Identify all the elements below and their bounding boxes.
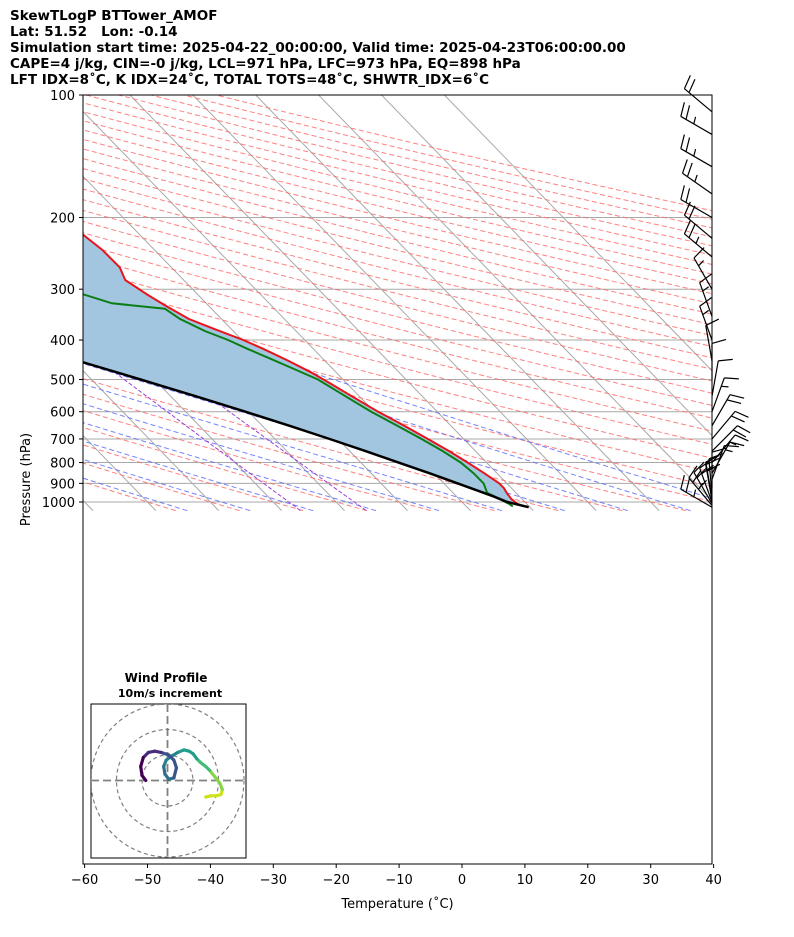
isotherm-line (83, 240, 345, 511)
x-tick-label: 0 (458, 873, 466, 888)
isotherm-line (83, 175, 408, 511)
wind-barb (693, 461, 713, 505)
wind-barb (705, 318, 720, 361)
y-tick-label: 800 (50, 457, 75, 472)
dry-adiabat (83, 462, 240, 512)
wind-barb (681, 159, 713, 195)
wind-barb (711, 377, 739, 412)
wind-barb (683, 220, 713, 258)
instability-line: CAPE=4 j/kg, CIN=-0 j/kg, LCL=971 hPa, L… (10, 56, 521, 72)
hodograph-segment (172, 766, 179, 780)
hodograph-title: Wind Profile (125, 671, 208, 685)
hodograph-segment (140, 773, 148, 783)
dry-adiabat (118, 95, 712, 238)
chart-title: SkewTLogP BTTower_AMOF (10, 8, 218, 24)
time-line: Simulation start time: 2025-04-22_00:00:… (10, 40, 626, 56)
dry-adiabat (83, 306, 712, 473)
wind-barb (711, 358, 733, 397)
dry-adiabat (83, 243, 712, 406)
isotherm-line (381, 95, 712, 437)
x-tick-label: 20 (580, 873, 597, 888)
dry-adiabat (83, 188, 712, 348)
moist-adiabat (83, 300, 712, 499)
x-tick-label: 30 (642, 873, 659, 888)
x-tick-label: −10 (385, 873, 412, 888)
x-tick-label: 40 (705, 873, 722, 888)
wind-barb (680, 185, 713, 219)
dry-adiabat (83, 168, 712, 326)
isotherm-line (255, 95, 660, 511)
moist-adiabat (83, 403, 440, 512)
dry-adiabat (83, 111, 712, 265)
hodograph-subtitle: 10m/s increment (118, 687, 222, 700)
y-tick-label: 600 (50, 406, 75, 421)
y-tick-label: 900 (50, 477, 75, 492)
cape-shading (83, 234, 520, 505)
wind-barb (711, 338, 727, 380)
location-line: Lat: 51.52 Lon: -0.14 (10, 24, 178, 40)
isotherm-line (83, 499, 94, 511)
y-tick-label: 300 (50, 283, 75, 298)
x-axis-label: Temperature (˚C) (340, 896, 453, 912)
y-tick-label: 400 (50, 334, 75, 349)
y-axis-label: Pressure (hPa) (19, 433, 34, 526)
hodograph-ring (91, 704, 245, 858)
isotherm-line (129, 95, 534, 511)
moist-adiabat (83, 383, 502, 512)
moist-adiabat (83, 477, 188, 512)
dry-adiabat (83, 209, 712, 370)
index-line: LFT IDX=8˚C, K IDX=24˚C, TOTAL TOTS=48˚C… (10, 72, 490, 88)
moist-adiabat (83, 320, 691, 512)
temperature-profile (83, 233, 525, 508)
x-tick-label: −60 (71, 873, 98, 888)
hodograph-plot (91, 704, 246, 858)
wind-barb (708, 453, 723, 495)
wind-barb (711, 434, 749, 463)
dry-adiabat (83, 138, 712, 295)
dewpoint-profile (83, 293, 514, 508)
wind-barb (680, 474, 713, 508)
x-tick-label: 10 (517, 873, 534, 888)
wind-barb (680, 102, 713, 135)
wind-barb (711, 425, 751, 452)
wind-barb (711, 410, 749, 440)
dry-adiabat (83, 267, 712, 432)
y-tick-label: 100 (50, 89, 75, 104)
wind-barb (699, 297, 713, 341)
x-tick-label: −30 (260, 873, 287, 888)
x-tick-label: −40 (197, 873, 224, 888)
dry-adiabat (83, 378, 559, 512)
isotherm-line (444, 95, 712, 372)
wind-barb (711, 394, 745, 427)
x-tick-label: −20 (322, 873, 349, 888)
y-tick-label: 500 (50, 373, 75, 388)
moist-adiabat (83, 458, 251, 512)
isotherm-line (83, 370, 220, 511)
dry-adiabat (83, 158, 712, 315)
dry-adiabat (83, 120, 712, 275)
mixing-ratio-line (83, 303, 367, 512)
dry-adiabat (83, 393, 495, 512)
wind-barb (680, 134, 713, 168)
isotherm-line (318, 95, 712, 502)
y-tick-label: 700 (50, 433, 75, 448)
x-tick-label: −50 (134, 873, 161, 888)
y-tick-label: 200 (50, 212, 75, 227)
dry-adiabat (83, 232, 712, 394)
wind-barb (683, 75, 713, 113)
dry-adiabat (83, 319, 712, 488)
chart-header: SkewTLogP BTTower_AMOF Lat: 51.52 Lon: -… (10, 8, 626, 88)
isotherm-line (83, 305, 283, 511)
mixing-ratio-line (83, 347, 301, 512)
moist-adiabat (83, 341, 628, 512)
parcel-profile (83, 360, 529, 509)
isotherm-line (83, 434, 157, 511)
dry-adiabat (83, 426, 368, 512)
y-tick-label: 1000 (42, 496, 75, 511)
